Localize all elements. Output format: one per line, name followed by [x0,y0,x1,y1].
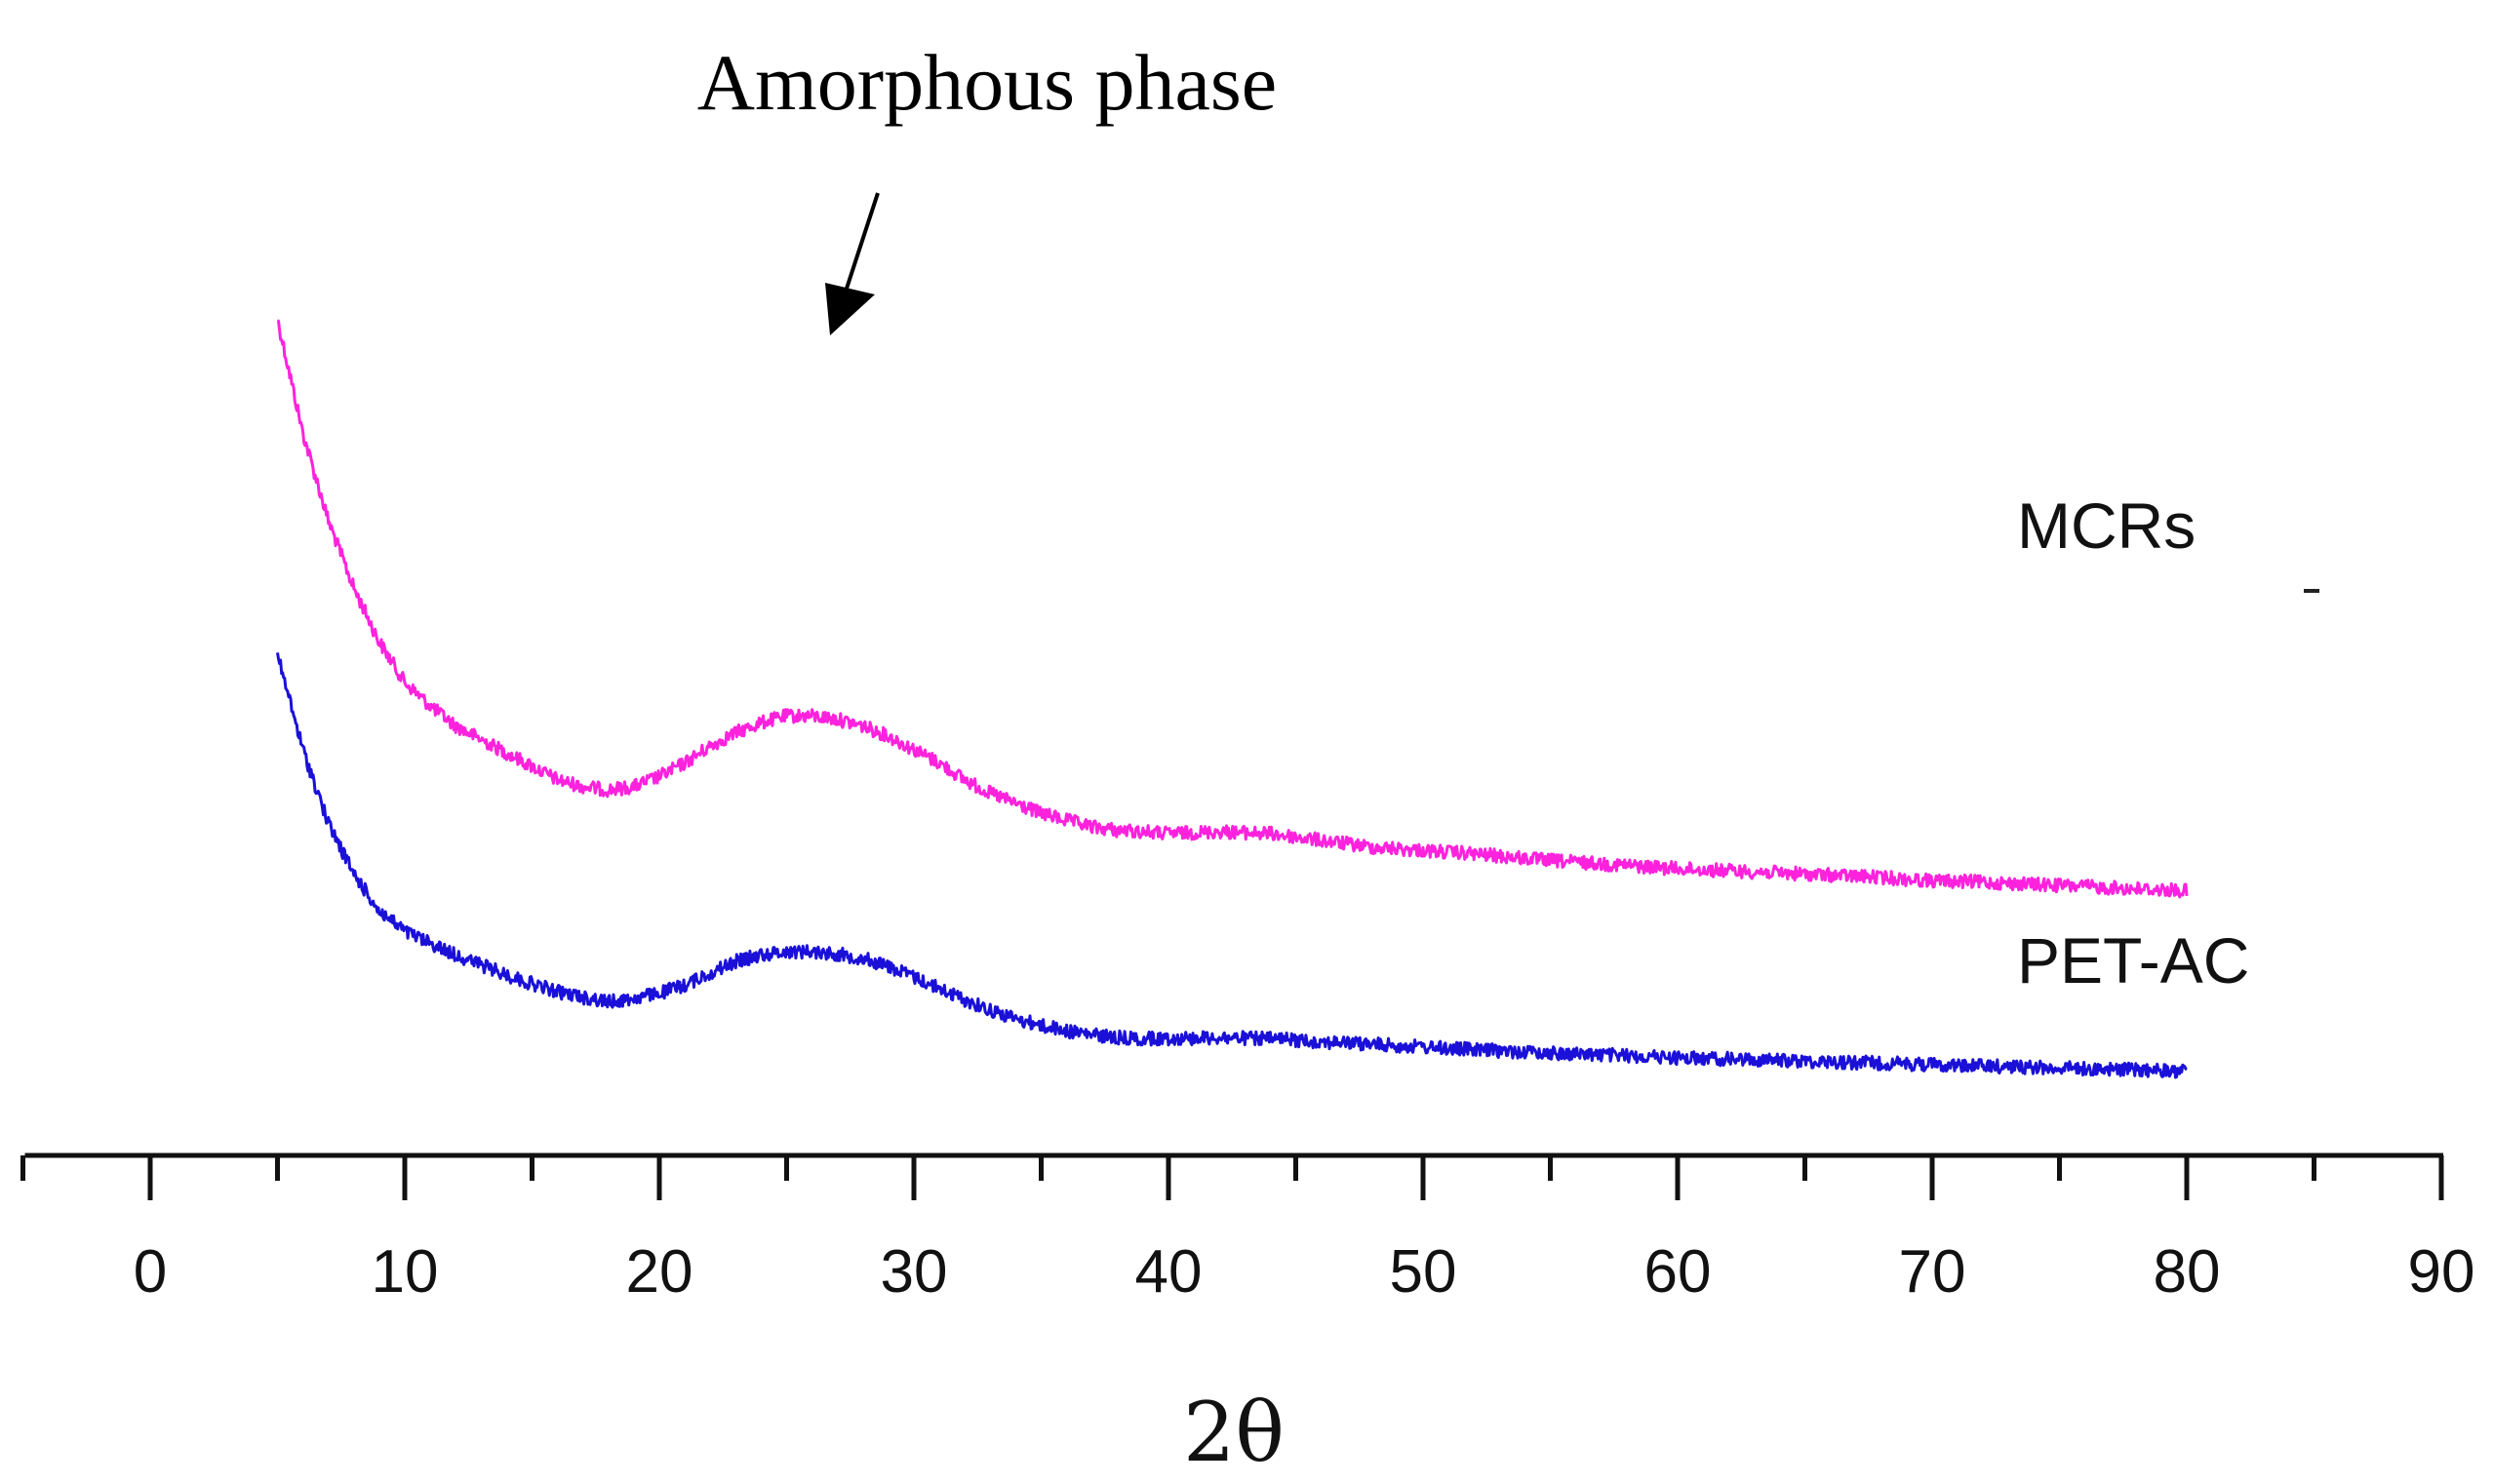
annotation-arrow-shaft [843,192,880,295]
x-axis-label: 2θ [1183,1385,1285,1480]
stray-mark [2304,589,2319,593]
x-tick-label-70: 70 [1899,1238,1966,1306]
annotation-arrow-head [825,283,875,335]
x-tick-label-80: 80 [2154,1238,2221,1306]
series-line-mcrs [277,319,2189,899]
x-tick-label-20: 20 [626,1238,693,1306]
x-tick-label-10: 10 [372,1238,439,1306]
series-label-mcrs: MCRs [2017,489,2196,562]
series-label-pet-ac: PET-AC [2017,924,2249,996]
x-tick-label-40: 40 [1135,1238,1203,1306]
x-tick-label-50: 50 [1390,1238,1457,1306]
annotation-arrow [825,192,880,335]
series-line-pet-ac [276,652,2188,1079]
curves-layer [276,319,2189,1079]
annotation-amorphous-phase: Amorphous phase [697,38,1277,127]
x-tick-label-30: 30 [881,1238,948,1306]
x-tick-label-60: 60 [1644,1238,1712,1306]
x-tick-label-90: 90 [2408,1238,2475,1306]
series-labels: MCRs PET-AC [2017,489,2249,996]
x-axis: 0 10 20 30 40 50 60 70 80 90 [20,1152,2475,1306]
x-tick-label-0: 0 [134,1238,167,1306]
